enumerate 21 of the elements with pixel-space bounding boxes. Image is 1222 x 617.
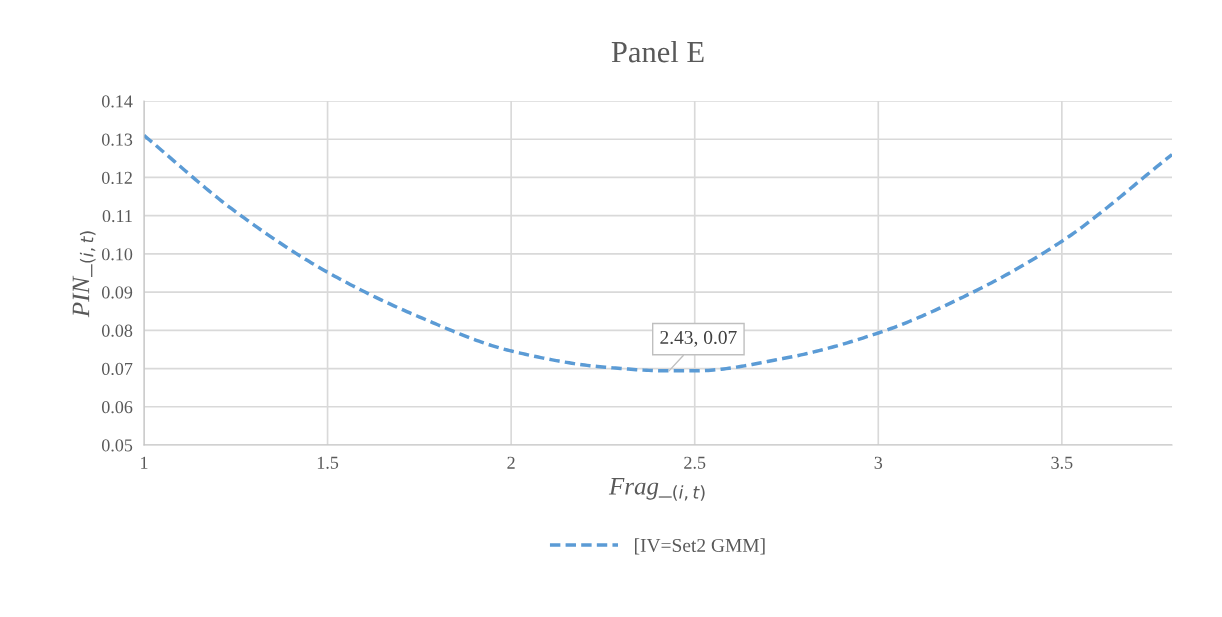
y-tick-label: 0.06 xyxy=(101,401,133,414)
y-tick-label: 0.14 xyxy=(101,95,133,108)
x-tick-label: 3 xyxy=(874,456,883,469)
annotation: 2.43, 0.07 xyxy=(660,330,737,347)
y-tick-label: 0.08 xyxy=(101,324,133,337)
chart-title: Panel E xyxy=(611,40,704,63)
x-axis-title: Frag_$_{(i,t)}$ xyxy=(608,478,705,501)
x-tick-label: 1.5 xyxy=(317,456,339,469)
x-tick-label: 2.5 xyxy=(684,456,706,469)
y-tick-label: 0.10 xyxy=(101,248,133,261)
x-tick-label: 2 xyxy=(507,456,515,469)
y-tick-label: 0.11 xyxy=(102,209,132,223)
y-tick-label: 0.13 xyxy=(101,133,133,146)
y-axis-title: PIN_$_{(i,t)}$ xyxy=(72,231,96,318)
y-tick-label: 0.05 xyxy=(101,439,133,452)
y-tick-label: 0.07 xyxy=(101,362,133,376)
x-tick-label: 1 xyxy=(141,456,148,469)
legend-label: [IV=Set2 GMM] xyxy=(635,538,765,555)
x-tick-label: 3.5 xyxy=(1051,456,1073,469)
y-tick-label: 0.12 xyxy=(101,171,132,184)
y-tick-label: 0.09 xyxy=(101,286,133,299)
